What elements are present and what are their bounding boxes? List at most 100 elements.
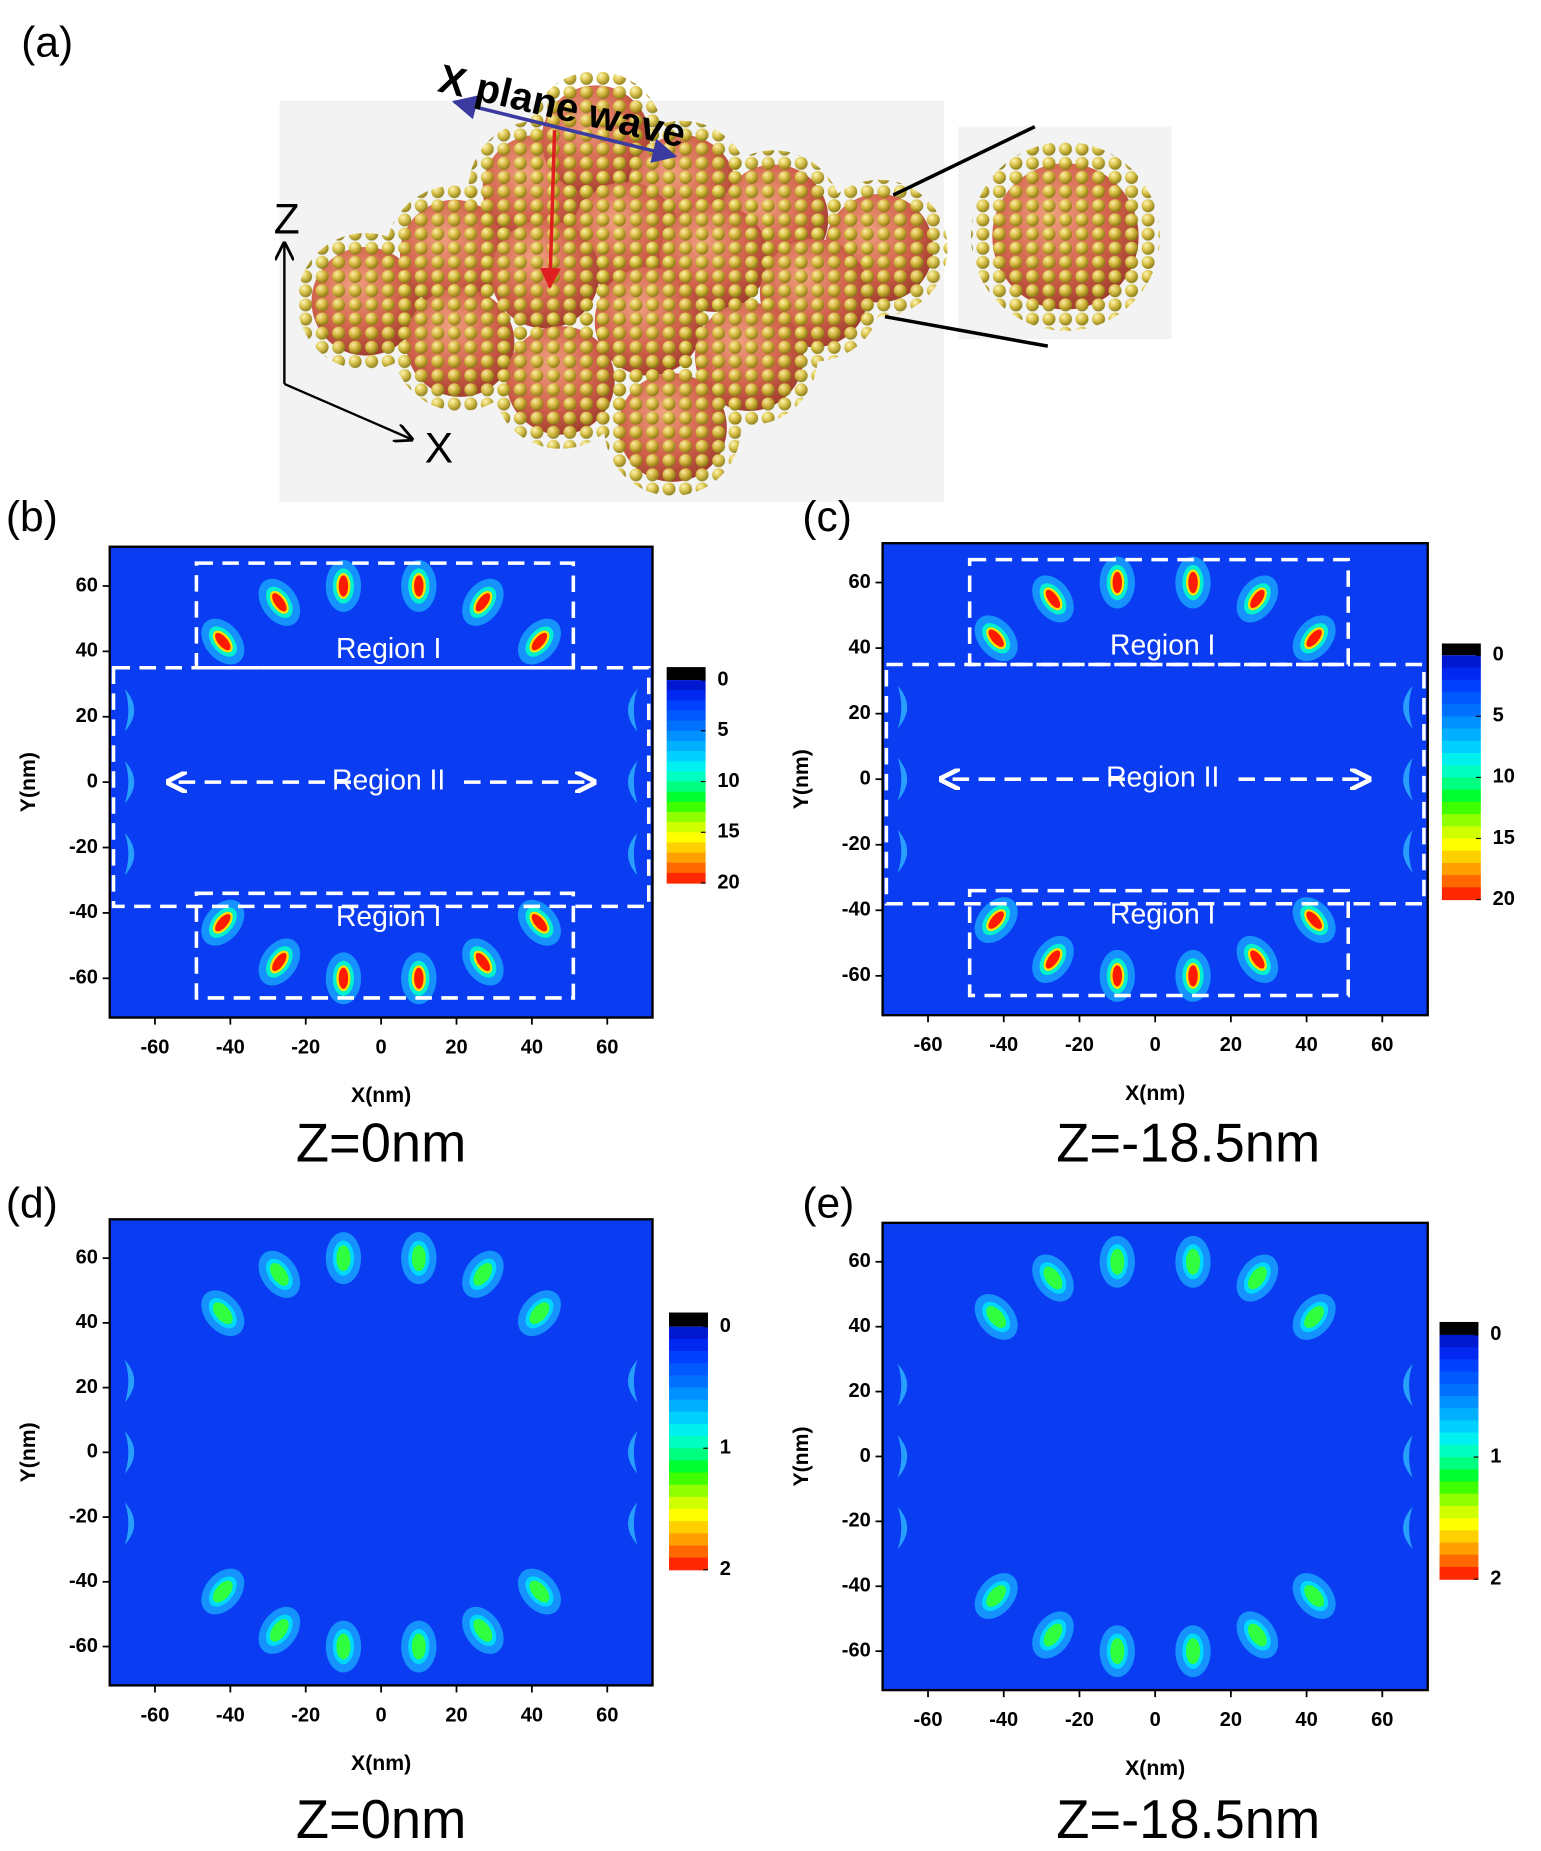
colorbar-cap — [1440, 1322, 1479, 1335]
y-axis-label: Y(nm) — [790, 749, 813, 809]
panel-label: (d) — [6, 1180, 58, 1227]
colorbar-band — [669, 1436, 708, 1449]
colorbar-band — [667, 822, 706, 833]
region-label: Region I — [1110, 629, 1215, 661]
y-tick-label: 0 — [860, 1445, 871, 1467]
colorbar-tick-label: 0 — [1490, 1323, 1501, 1345]
particle-shell — [604, 359, 741, 496]
hotspot — [401, 560, 436, 612]
y-tick-label: -40 — [842, 1575, 871, 1597]
colorbar-band — [1440, 1445, 1479, 1458]
colorbar-band — [1440, 1384, 1479, 1397]
colorbar-band — [1440, 1506, 1479, 1519]
inset-shell — [971, 142, 1160, 331]
hotspot-inner — [412, 1634, 426, 1660]
colorbar-band — [1442, 838, 1481, 851]
field-map-bg — [110, 1219, 653, 1685]
colorbar-band — [1440, 1469, 1479, 1482]
colorbar-band — [1442, 887, 1481, 900]
colorbar-band — [1442, 655, 1481, 668]
colorbar-band — [1442, 729, 1481, 742]
colorbar-tick-label: 5 — [1493, 705, 1504, 727]
colorbar-band — [669, 1521, 708, 1534]
hotspot — [1100, 557, 1135, 609]
hotspot-inner — [1110, 1249, 1124, 1275]
colorbar-tick-label: 2 — [720, 1558, 731, 1580]
y-tick-label: 40 — [76, 1311, 98, 1333]
colorbar-tick-label: 0 — [720, 1315, 731, 1337]
colorbar-band — [1440, 1567, 1479, 1580]
hotspot — [1100, 1236, 1135, 1288]
hotspot — [1100, 1625, 1135, 1677]
hotspot-core — [339, 575, 348, 596]
caption: Z=0nm — [296, 1113, 466, 1174]
heatmap-panel: Region IRegion IIRegion I-60-40-20020406… — [6, 493, 740, 1174]
colorbar-band — [669, 1400, 708, 1413]
colorbar-band — [667, 721, 706, 732]
colorbar-band — [1440, 1408, 1479, 1421]
colorbar-band — [669, 1509, 708, 1522]
colorbar-band — [1440, 1518, 1479, 1531]
colorbar-band — [1442, 875, 1481, 888]
x-tick-label: 60 — [1371, 1034, 1393, 1056]
x-tick-label: -60 — [140, 1704, 169, 1726]
colorbar-tick-label: 0 — [1493, 644, 1504, 666]
x-tick-label: -60 — [914, 1709, 943, 1731]
y-tick-label: -60 — [842, 1639, 871, 1661]
colorbar-band — [669, 1485, 708, 1498]
colorbar-band — [1442, 765, 1481, 778]
colorbar-cap — [669, 1313, 708, 1327]
panel-label: (c) — [802, 493, 852, 540]
hotspot-core — [1113, 965, 1122, 986]
x-tick-label: 20 — [1220, 1709, 1242, 1731]
y-tick-label: 60 — [848, 1250, 870, 1272]
y-tick-label: 40 — [848, 1315, 870, 1337]
colorbar-band — [1440, 1347, 1479, 1360]
hotspot — [401, 1232, 436, 1284]
hotspot — [326, 1621, 361, 1673]
hotspot-core — [1188, 572, 1197, 593]
x-tick-label: -40 — [216, 1704, 245, 1726]
hotspot-core — [414, 575, 423, 596]
region-label: Region II — [1106, 761, 1219, 793]
colorbar-band — [669, 1448, 708, 1461]
x-tick-label: -20 — [291, 1704, 320, 1726]
colorbar-band — [1440, 1457, 1479, 1470]
y-tick-label: -20 — [69, 1505, 98, 1527]
y-tick-label: -60 — [842, 964, 871, 986]
x-tick-label: 40 — [1295, 1034, 1317, 1056]
y-tick-label: -40 — [69, 901, 98, 923]
x-tick-label: 0 — [1150, 1709, 1161, 1731]
colorbar-band — [1442, 668, 1481, 681]
colorbar-band — [667, 711, 706, 722]
colorbar-band — [667, 741, 706, 752]
colorbar-band — [1442, 680, 1481, 693]
x-tick-label: -40 — [989, 1034, 1018, 1056]
x-tick-label: -20 — [1065, 1709, 1094, 1731]
x-tick-label: 40 — [521, 1704, 543, 1726]
y-tick-label: 20 — [76, 1376, 98, 1398]
colorbar-band — [667, 680, 706, 691]
y-tick-label: 20 — [76, 705, 98, 727]
x-tick-label: 60 — [596, 1037, 618, 1059]
colorbar-band — [669, 1424, 708, 1437]
colorbar-band — [669, 1339, 708, 1352]
hotspot — [326, 1232, 361, 1284]
caption: Z=-18.5nm — [1056, 1789, 1320, 1850]
colorbar-band — [669, 1558, 708, 1571]
caption: Z=0nm — [296, 1789, 466, 1850]
colorbar-tick-label: 15 — [717, 821, 739, 843]
colorbar-band — [667, 802, 706, 813]
heatmap-panel: Region IRegion IIRegion I-60-40-20020406… — [790, 493, 1515, 1174]
colorbar-band — [667, 863, 706, 874]
field-map-bg — [883, 1223, 1428, 1690]
x-tick-label: 20 — [445, 1037, 467, 1059]
colorbar-band — [667, 873, 706, 884]
x-tick-label: -40 — [216, 1037, 245, 1059]
hotspot-inner — [1110, 1638, 1124, 1664]
x-tick-label: 0 — [376, 1037, 387, 1059]
colorbar-band — [1442, 814, 1481, 827]
colorbar-band — [669, 1412, 708, 1425]
y-tick-label: -40 — [842, 899, 871, 921]
colorbar-band — [1440, 1481, 1479, 1494]
